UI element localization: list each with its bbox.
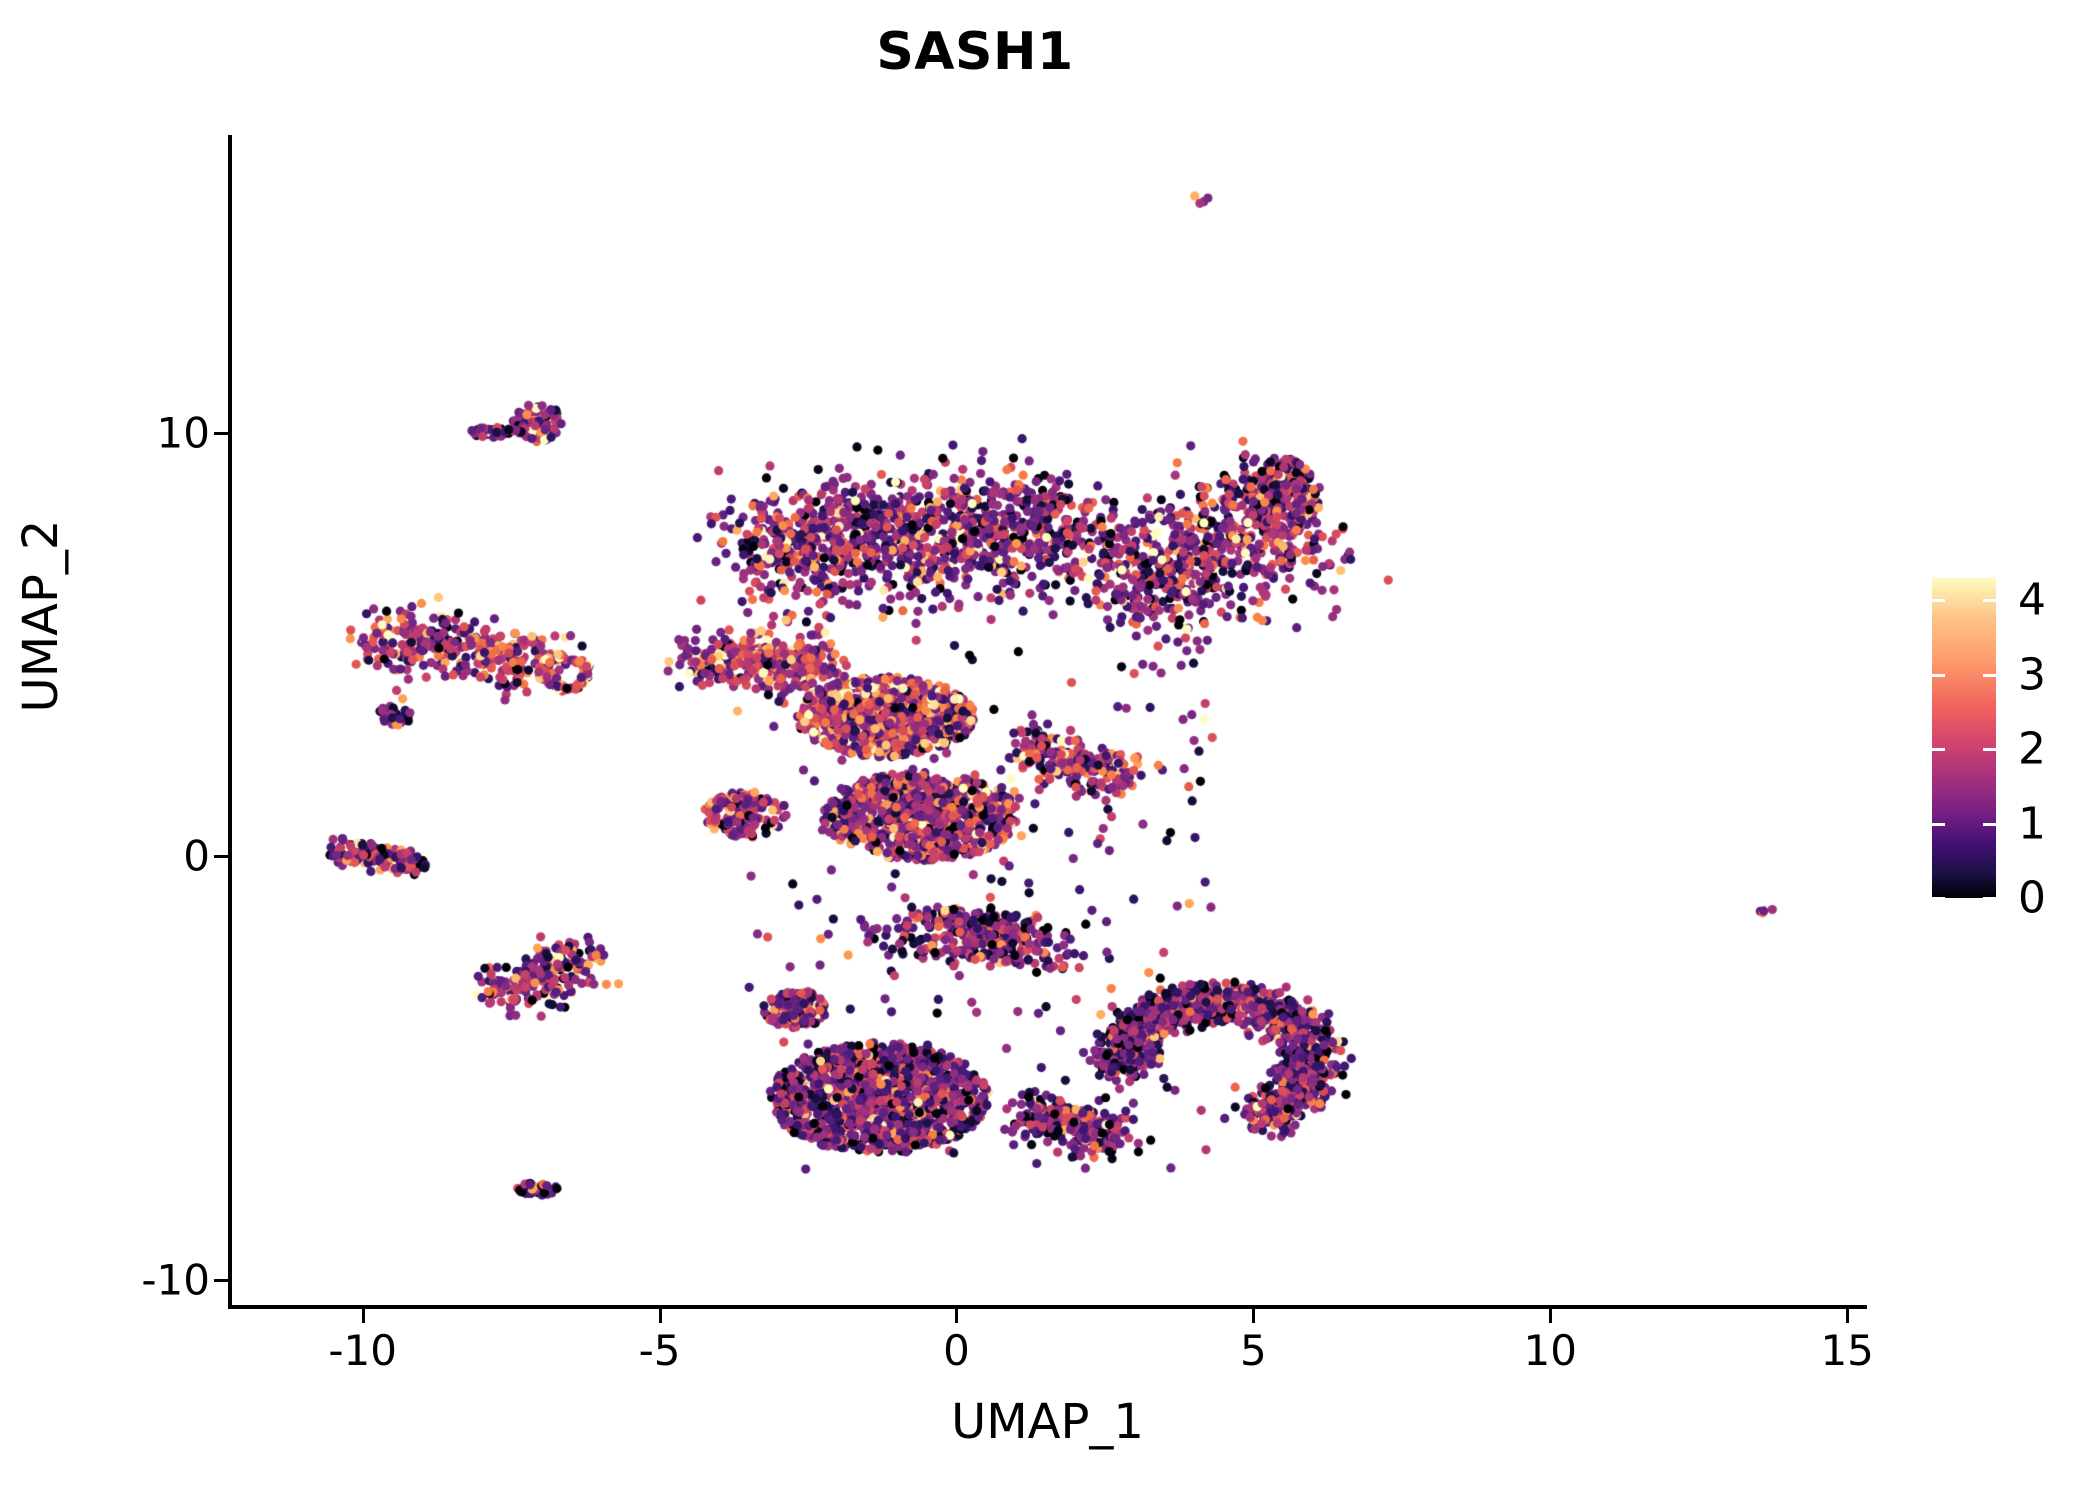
colorbar-tick-mark [1932,673,1945,677]
x-tick-label: 5 [1239,1326,1267,1375]
colorbar-tick-mark [1983,822,1996,826]
colorbar-tick-mark [1932,599,1945,603]
colorbar-tick-label: 4 [2018,574,2046,626]
colorbar-tick-label: 2 [2018,723,2046,775]
y-tick-label: 0 [183,831,210,881]
colorbar-tick-mark [1983,748,1996,752]
scatter-plot-canvas [232,137,1865,1305]
x-tick-label: -5 [638,1326,681,1375]
colorbar-tick-label: 3 [2018,649,2046,701]
colorbar-tick-mark [1932,822,1945,826]
y-axis-spine [228,135,232,1309]
colorbar-tick-mark [1983,599,1996,603]
x-tick-mark [658,1309,662,1323]
page-title: SASH1 [876,22,1074,82]
colorbar-tick-mark [1932,897,1945,900]
x-tick-label: 0 [943,1326,970,1375]
colorbar [1932,578,1996,898]
x-axis-label: UMAP_1 [951,1394,1144,1450]
colorbar-tick-mark [1983,897,1996,900]
y-tick-mark [214,432,228,436]
x-tick-label: 15 [1820,1326,1874,1375]
y-axis-label: UMAP_2 [13,519,69,713]
colorbar-tick-label: 1 [2018,798,2046,850]
colorbar-tick-label: 0 [2018,872,2046,924]
x-tick-label: -10 [328,1326,397,1375]
x-tick-label: 10 [1523,1326,1577,1375]
colorbar-gradient [1932,578,1996,898]
colorbar-tick-mark [1983,673,1996,677]
x-axis-spine [228,1305,1867,1309]
x-tick-mark [361,1309,365,1323]
y-tick-mark [214,1278,228,1282]
x-tick-mark [1252,1309,1256,1323]
y-tick-mark [214,855,228,859]
y-tick-label: -10 [141,1255,210,1305]
y-tick-label: 10 [156,408,210,458]
y-axis-label-wrapper: UMAP_2 [11,29,71,1203]
colorbar-tick-mark [1932,748,1945,752]
x-tick-mark [955,1309,959,1323]
x-tick-mark [1846,1309,1850,1323]
x-tick-mark [1549,1309,1553,1323]
